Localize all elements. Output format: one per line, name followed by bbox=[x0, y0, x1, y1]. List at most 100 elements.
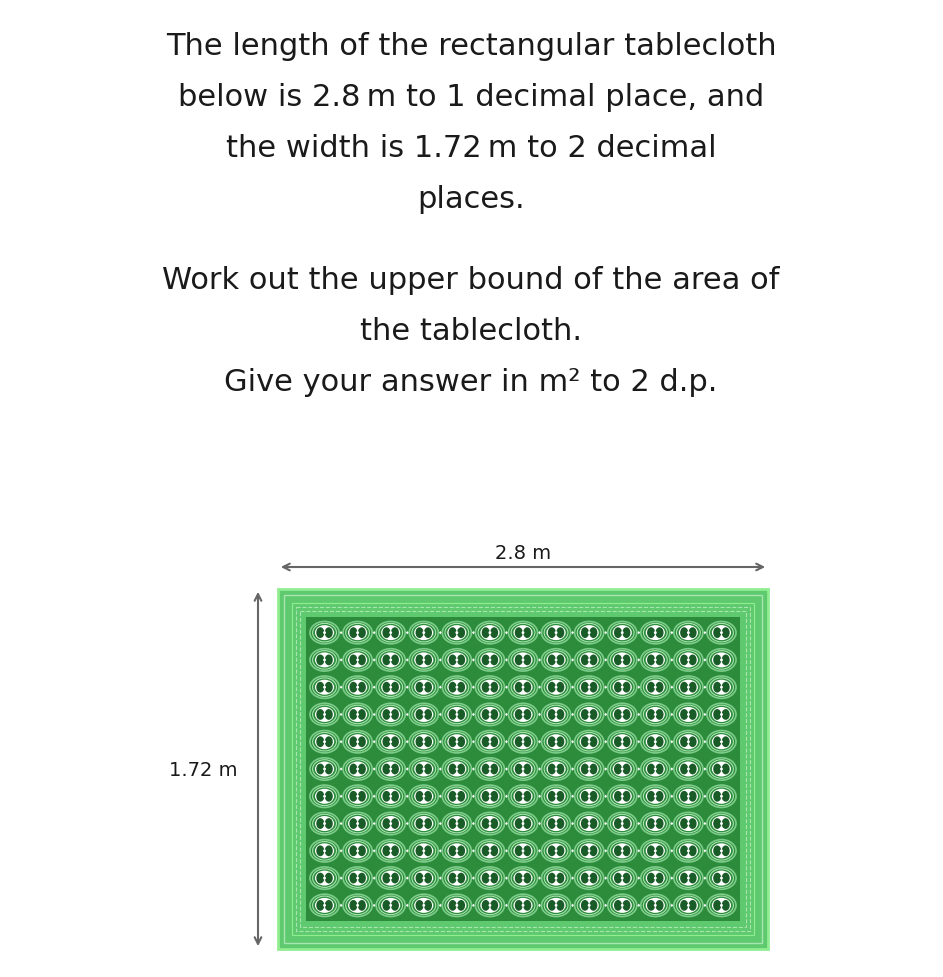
Ellipse shape bbox=[348, 680, 367, 695]
Ellipse shape bbox=[554, 631, 557, 634]
Ellipse shape bbox=[580, 680, 599, 695]
Polygon shape bbox=[405, 741, 408, 743]
Ellipse shape bbox=[653, 876, 656, 879]
Polygon shape bbox=[571, 631, 574, 635]
Ellipse shape bbox=[348, 762, 367, 777]
Ellipse shape bbox=[587, 631, 590, 634]
Ellipse shape bbox=[414, 707, 434, 722]
Ellipse shape bbox=[349, 655, 357, 665]
Ellipse shape bbox=[653, 849, 656, 853]
Ellipse shape bbox=[316, 791, 324, 802]
Ellipse shape bbox=[721, 819, 730, 829]
Ellipse shape bbox=[416, 627, 423, 638]
Ellipse shape bbox=[422, 631, 425, 634]
Ellipse shape bbox=[315, 735, 334, 749]
Ellipse shape bbox=[581, 655, 589, 665]
Ellipse shape bbox=[653, 795, 656, 798]
Ellipse shape bbox=[424, 791, 432, 802]
Polygon shape bbox=[604, 795, 607, 798]
Ellipse shape bbox=[523, 737, 531, 747]
Ellipse shape bbox=[315, 816, 334, 831]
Ellipse shape bbox=[349, 737, 357, 747]
Ellipse shape bbox=[455, 741, 458, 743]
Ellipse shape bbox=[589, 791, 598, 802]
Ellipse shape bbox=[647, 791, 655, 802]
Ellipse shape bbox=[424, 709, 432, 720]
Ellipse shape bbox=[447, 789, 467, 804]
Ellipse shape bbox=[323, 768, 326, 771]
Ellipse shape bbox=[416, 791, 423, 802]
Ellipse shape bbox=[391, 845, 399, 857]
Ellipse shape bbox=[589, 872, 598, 883]
Ellipse shape bbox=[416, 819, 423, 829]
Polygon shape bbox=[637, 795, 640, 798]
Ellipse shape bbox=[447, 816, 467, 831]
Ellipse shape bbox=[548, 791, 555, 802]
Ellipse shape bbox=[316, 900, 324, 911]
Polygon shape bbox=[405, 768, 408, 771]
Ellipse shape bbox=[589, 709, 598, 720]
Ellipse shape bbox=[680, 709, 688, 720]
Ellipse shape bbox=[713, 845, 721, 857]
Ellipse shape bbox=[348, 625, 367, 641]
Ellipse shape bbox=[712, 843, 731, 859]
Text: Give your answer in m² to 2 d.p.: Give your answer in m² to 2 d.p. bbox=[224, 367, 718, 397]
Ellipse shape bbox=[712, 871, 731, 886]
Ellipse shape bbox=[488, 876, 491, 879]
Ellipse shape bbox=[449, 872, 456, 883]
Ellipse shape bbox=[647, 900, 655, 911]
Ellipse shape bbox=[482, 764, 489, 775]
Ellipse shape bbox=[720, 904, 723, 907]
Ellipse shape bbox=[687, 631, 690, 634]
Ellipse shape bbox=[324, 819, 333, 829]
Polygon shape bbox=[472, 904, 474, 907]
Polygon shape bbox=[637, 741, 640, 743]
Ellipse shape bbox=[620, 713, 623, 716]
Polygon shape bbox=[505, 768, 507, 771]
Ellipse shape bbox=[414, 816, 434, 831]
Ellipse shape bbox=[323, 876, 326, 879]
Ellipse shape bbox=[679, 653, 698, 667]
Ellipse shape bbox=[480, 843, 500, 859]
Ellipse shape bbox=[653, 686, 656, 689]
Ellipse shape bbox=[323, 823, 326, 826]
Ellipse shape bbox=[457, 819, 465, 829]
Polygon shape bbox=[472, 768, 474, 771]
Ellipse shape bbox=[620, 631, 623, 634]
Ellipse shape bbox=[457, 627, 465, 638]
Ellipse shape bbox=[383, 737, 390, 747]
Ellipse shape bbox=[348, 789, 367, 804]
Ellipse shape bbox=[679, 735, 698, 749]
Ellipse shape bbox=[315, 789, 334, 804]
Ellipse shape bbox=[713, 791, 721, 802]
Ellipse shape bbox=[613, 707, 632, 722]
Ellipse shape bbox=[381, 707, 400, 722]
Ellipse shape bbox=[414, 898, 434, 913]
Polygon shape bbox=[439, 713, 441, 716]
Ellipse shape bbox=[523, 791, 531, 802]
Polygon shape bbox=[405, 849, 408, 853]
Ellipse shape bbox=[422, 849, 425, 853]
Polygon shape bbox=[505, 713, 507, 716]
Ellipse shape bbox=[613, 762, 632, 777]
Ellipse shape bbox=[455, 768, 458, 771]
Ellipse shape bbox=[324, 655, 333, 665]
Polygon shape bbox=[670, 741, 673, 743]
Ellipse shape bbox=[554, 904, 557, 907]
Ellipse shape bbox=[580, 625, 599, 641]
Ellipse shape bbox=[613, 735, 632, 749]
Polygon shape bbox=[670, 713, 673, 716]
Polygon shape bbox=[538, 849, 541, 853]
Ellipse shape bbox=[687, 713, 690, 716]
Ellipse shape bbox=[315, 843, 334, 859]
Ellipse shape bbox=[647, 872, 655, 883]
Ellipse shape bbox=[679, 898, 698, 913]
Ellipse shape bbox=[721, 845, 730, 857]
Polygon shape bbox=[703, 795, 706, 798]
Ellipse shape bbox=[348, 816, 367, 831]
Ellipse shape bbox=[721, 791, 730, 802]
Ellipse shape bbox=[587, 849, 590, 853]
Ellipse shape bbox=[720, 741, 723, 743]
Ellipse shape bbox=[381, 843, 400, 859]
Ellipse shape bbox=[521, 713, 524, 716]
